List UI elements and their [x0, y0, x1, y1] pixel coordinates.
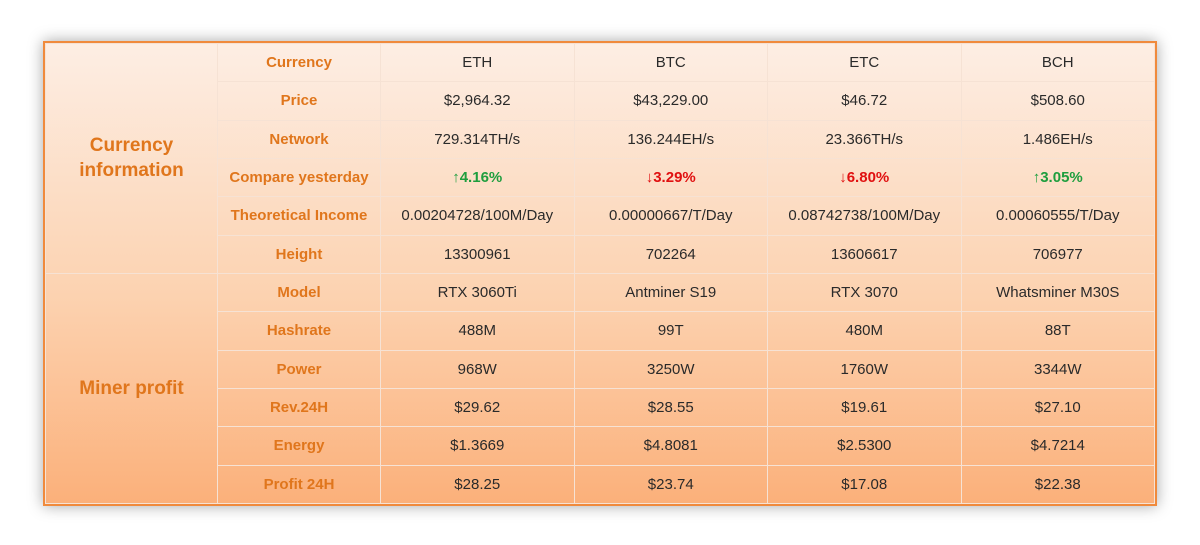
cell: 3250W [573, 349, 768, 389]
table-row: Price $2,964.32 $43,229.00 $46.72 $508.60 [46, 81, 1155, 121]
cell: $17.08 [767, 464, 962, 505]
table-row: Energy $1.3669 $4.8081 $2.5300 $4.7214 [46, 426, 1155, 466]
cell: 23.366TH/s [767, 119, 962, 159]
cell: 88T [960, 311, 1155, 351]
cell: $4.8081 [573, 426, 768, 466]
table-row: Compare yesterday ↑4.16% ↓3.29% ↓6.80% ↑3.05… [46, 157, 1155, 198]
row-label: Height [217, 234, 381, 274]
cell: ETH [380, 42, 575, 83]
cell: $28.25 [380, 464, 575, 505]
group-label: Currency information [45, 43, 218, 274]
row-label: Power [217, 349, 381, 389]
cell: $1.3669 [380, 426, 575, 466]
cell: ↓3.29% [573, 157, 768, 198]
row-label: Price [217, 81, 381, 121]
cell: 729.314TH/s [380, 119, 575, 159]
cell: 0.00060555/T/Day [960, 196, 1155, 236]
cell: RTX 3070 [767, 272, 962, 313]
cell: 0.00204728/100M/Day [380, 196, 575, 236]
cell: 99T [573, 311, 768, 351]
table-body: Currency information Currency ETH BTC ETC BCH… [45, 42, 1155, 505]
cell: Antminer S19 [573, 272, 768, 313]
cell: $508.60 [960, 81, 1155, 121]
cell: 3344W [960, 349, 1155, 389]
cell: 13300961 [380, 234, 575, 274]
table-row: Theoretical Income 0.00204728/100M/Day 0.0… [46, 196, 1155, 236]
cell: 702264 [573, 234, 768, 274]
cell: $4.7214 [960, 426, 1155, 466]
cell: ↑4.16% [380, 157, 575, 198]
cell: 13606617 [767, 234, 962, 274]
mining-table: Currency information Currency ETH BTC ETC BCH… [45, 42, 1155, 505]
row-label: Network [217, 119, 381, 159]
cell: RTX 3060Ti [380, 272, 575, 313]
cell: 0.08742738/100M/Day [767, 196, 962, 236]
cell: 480M [767, 311, 962, 351]
table-panel: Currency information Currency ETH BTC ETC BCH… [43, 41, 1157, 506]
row-label: Profit 24H [217, 464, 381, 505]
cell: 968W [380, 349, 575, 389]
cell: $28.55 [573, 387, 768, 428]
table-row: Profit 24H $28.25 $23.74 $17.08 $22.38 [46, 464, 1155, 505]
row-label: Rev.24H [217, 387, 381, 428]
row-label: Hashrate [217, 311, 381, 351]
cell: ↓6.80% [767, 157, 962, 198]
cell: $43,229.00 [573, 81, 768, 121]
row-label: Model [217, 272, 381, 313]
table-row: Currency information Currency ETH BTC ETC BCH [45, 42, 1155, 274]
cell: $2.5300 [767, 426, 962, 466]
row-label: Theoretical Income [217, 196, 381, 236]
cell: $2,964.32 [380, 81, 575, 121]
cell: Whatsminer M30S [960, 272, 1155, 313]
cell: $19.61 [767, 387, 962, 428]
cell: $22.38 [960, 464, 1155, 505]
table-row: Hashrate 488M 99T 480M 88T [46, 311, 1155, 351]
cell: ETC [767, 42, 962, 83]
cell: 1760W [767, 349, 962, 389]
cell: 0.00000667/T/Day [573, 196, 768, 236]
cell: $29.62 [380, 387, 575, 428]
cell: 488M [380, 311, 575, 351]
cell: 1.486EH/s [960, 119, 1155, 159]
cell: $46.72 [767, 81, 962, 121]
cell: BCH [960, 42, 1155, 83]
table-row: Network 729.314TH/s 136.244EH/s 23.366TH/s 1… [46, 119, 1155, 159]
cell: 136.244EH/s [573, 119, 768, 159]
row-label: Energy [217, 426, 381, 466]
row-label: Compare yesterday [217, 157, 381, 198]
table-row: Miner profit Model RTX 3060Ti Antminer S19 R… [45, 272, 1155, 505]
table-row: Height 13300961 702264 13606617 706977 [46, 234, 1155, 274]
cell: $27.10 [960, 387, 1155, 428]
group-label: Miner profit [45, 272, 218, 505]
cell: 706977 [960, 234, 1155, 274]
cell: BTC [573, 42, 768, 83]
cell: $23.74 [573, 464, 768, 505]
cell: ↑3.05% [960, 157, 1155, 198]
row-label: Currency [217, 42, 381, 83]
